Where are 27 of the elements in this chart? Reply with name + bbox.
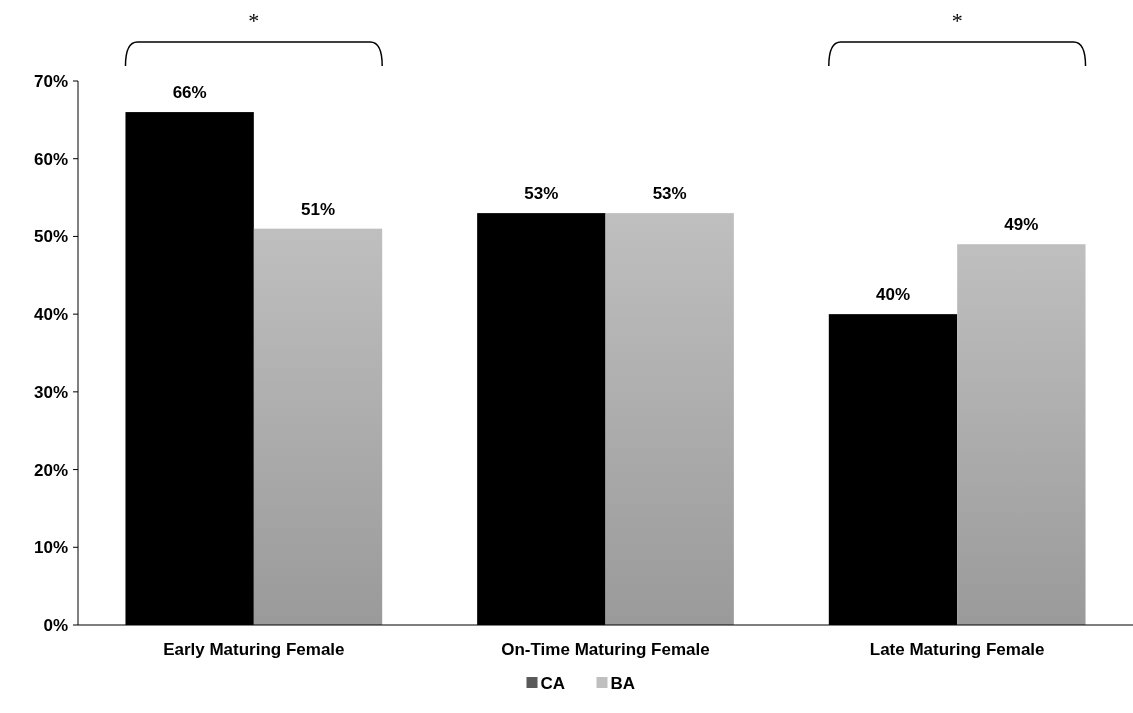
x-tick-label: On-Time Maturing Female bbox=[501, 640, 710, 659]
y-tick-label: 0% bbox=[43, 615, 68, 635]
text: 51% bbox=[301, 199, 336, 219]
text: 49% bbox=[1004, 215, 1039, 235]
legend-label: BA bbox=[610, 673, 636, 693]
text: * bbox=[248, 8, 260, 33]
bar bbox=[605, 213, 734, 625]
legend-label: CA bbox=[540, 673, 566, 693]
y-tick-label: 10% bbox=[33, 538, 68, 558]
text: 40% bbox=[875, 285, 910, 305]
bar bbox=[125, 112, 254, 625]
bar bbox=[477, 213, 606, 625]
y-tick-label: 40% bbox=[33, 305, 68, 325]
x-tick-label: Late Maturing Female bbox=[869, 640, 1045, 659]
y-tick-label: 20% bbox=[33, 460, 68, 480]
y-tick-label: 50% bbox=[33, 227, 68, 247]
text: 66% bbox=[172, 83, 207, 103]
y-tick-label: 30% bbox=[33, 382, 68, 402]
text: 53% bbox=[524, 184, 559, 204]
text: 53% bbox=[652, 184, 687, 204]
x-tick-label: Early Maturing Female bbox=[163, 640, 345, 659]
bar bbox=[253, 228, 383, 625]
bar bbox=[828, 314, 958, 625]
y-tick-label: 60% bbox=[33, 149, 68, 169]
bar bbox=[957, 244, 1086, 625]
text: * bbox=[951, 8, 963, 33]
y-tick-label: 70% bbox=[33, 71, 68, 91]
